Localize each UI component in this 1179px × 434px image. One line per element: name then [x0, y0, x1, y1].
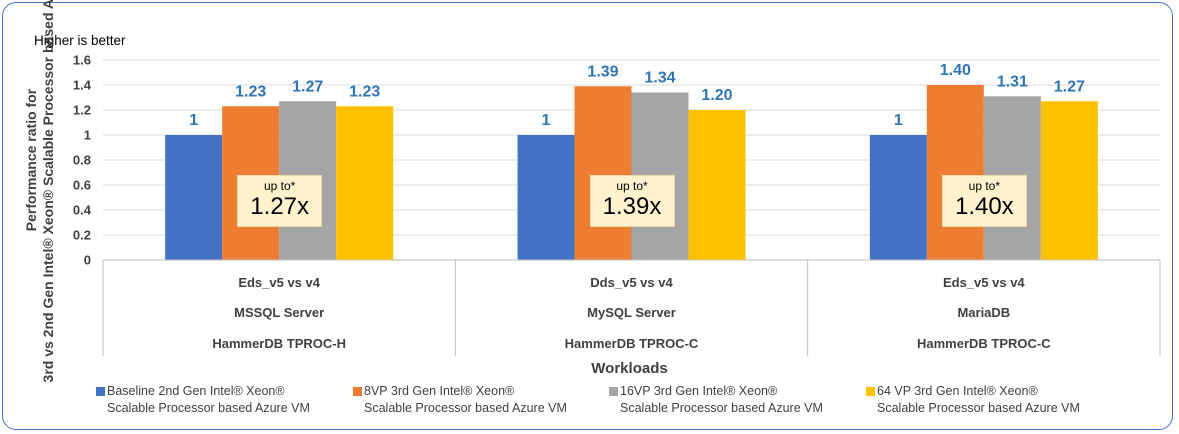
legend-swatch: [353, 387, 362, 396]
bar: [517, 135, 575, 260]
callout-value: 1.40x: [954, 193, 1014, 220]
legend-item: 8VP 3rd Gen Intel® Xeon® Scalable Process…: [353, 383, 603, 419]
y-tick-label: 1: [84, 128, 91, 143]
y-tick-label: 1.4: [73, 78, 92, 93]
legend-item: 64 VP 3rd Gen Intel® Xeon® Scalable Proce…: [866, 383, 1116, 419]
data-label: 1.31: [997, 73, 1028, 90]
x-category-line3: HammerDB TPROC-C: [565, 336, 699, 351]
y-tick-label: 0.4: [73, 203, 92, 218]
chart-annotation: Higher is better: [34, 33, 126, 48]
y-tick-label: 0.8: [73, 153, 91, 168]
legend-swatch: [96, 387, 105, 396]
data-label: 1.34: [644, 70, 675, 87]
legend-label: 8VP 3rd Gen Intel® Xeon® Scalable Process…: [364, 384, 567, 415]
x-category-line2: MySQL Server: [587, 305, 676, 320]
data-label: 1: [542, 112, 551, 129]
callout-note: up to* 1.40x: [941, 175, 1027, 227]
bar: [574, 86, 632, 260]
bar: [869, 135, 927, 260]
legend-swatch: [866, 387, 875, 396]
callout-value: 1.27x: [250, 193, 310, 220]
legend-item: Baseline 2nd Gen Intel® Xeon® Scalable Pr…: [96, 383, 346, 419]
data-label: 1: [189, 112, 198, 129]
x-category-line2: MSSQL Server: [234, 305, 324, 320]
y-tick-label: 1.2: [73, 103, 91, 118]
bar: [688, 110, 746, 260]
y-tick-label: 0.2: [73, 228, 91, 243]
x-category-line2: MariaDB: [957, 305, 1010, 320]
x-axis-title: Workloads: [591, 360, 667, 377]
y-axis-title: Performance ratio for: [23, 88, 39, 231]
data-label: 1.39: [587, 63, 618, 80]
legend-label: 16VP 3rd Gen Intel® Xeon® Scalable Proces…: [620, 384, 823, 415]
bar: [926, 85, 984, 260]
legend-item: 16VP 3rd Gen Intel® Xeon® Scalable Proces…: [609, 383, 859, 419]
data-label: 1: [894, 112, 903, 129]
callout-note: up to* 1.27x: [237, 175, 323, 227]
callout-small-text: up to*: [968, 179, 1000, 193]
x-category-line1: Eds_v5 vs v4: [943, 275, 1025, 290]
callout-small-text: up to*: [263, 179, 296, 193]
data-label: 1.27: [1054, 78, 1085, 95]
callout-small-text: up to*: [616, 179, 648, 193]
callout-value: 1.39x: [602, 193, 662, 220]
y-tick-label: 0.6: [73, 178, 91, 193]
data-label: 1.27: [292, 78, 323, 95]
legend-swatch: [609, 387, 618, 396]
data-label: 1.23: [235, 83, 266, 100]
x-category-line3: HammerDB TPROC-C: [917, 336, 1051, 351]
legend-label: Baseline 2nd Gen Intel® Xeon® Scalable Pr…: [107, 384, 310, 415]
x-category-line3: HammerDB TPROC-H: [212, 336, 346, 351]
y-axis-title: 3rd vs 2nd Gen Intel® Xeon® Scalable Pro…: [40, 0, 56, 382]
legend-label: 64 VP 3rd Gen Intel® Xeon® Scalable Proce…: [877, 384, 1080, 415]
callout-note: up to* 1.39x: [589, 175, 675, 227]
bar: [336, 106, 394, 260]
x-category-line1: Dds_v5 vs v4: [590, 275, 673, 290]
bar: [165, 135, 223, 260]
y-tick-label: 0: [84, 253, 91, 268]
data-label: 1.20: [701, 87, 732, 104]
data-label: 1.40: [940, 62, 971, 79]
y-tick-label: 1.6: [73, 53, 91, 68]
data-label: 1.23: [349, 83, 380, 100]
x-category-line1: Eds_v5 vs v4: [238, 275, 320, 290]
bar: [1040, 101, 1098, 260]
